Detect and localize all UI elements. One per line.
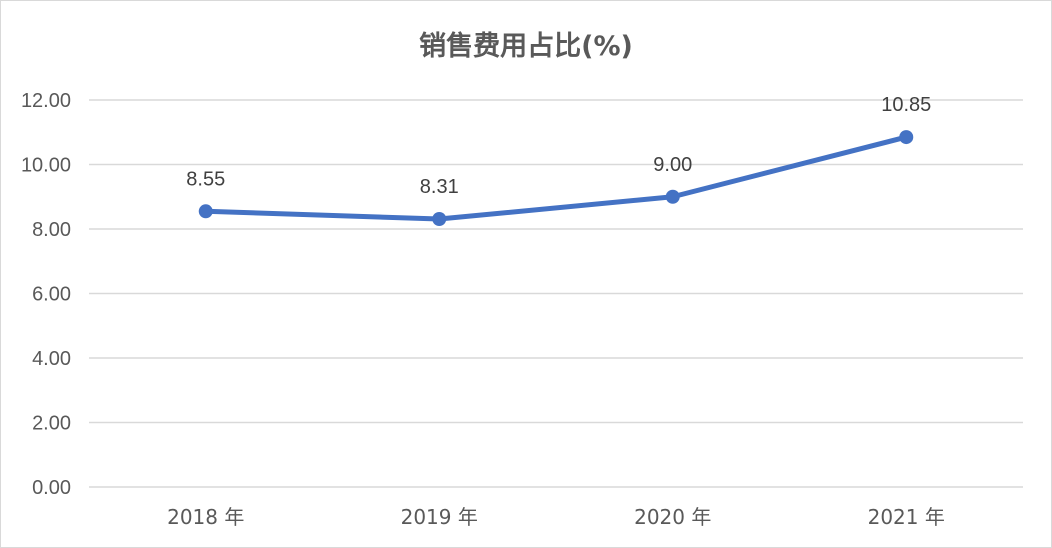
x-category-label: 2019 年 (401, 505, 478, 529)
series-line-group (198, 130, 914, 227)
data-label: 8.31 (420, 176, 459, 198)
gridlines (89, 99, 1023, 488)
data-point (432, 212, 447, 227)
y-tick-label: 12.00 (21, 90, 71, 112)
x-category-label: 2018 年 (167, 505, 244, 529)
y-tick-label: 4.00 (32, 348, 71, 370)
y-axis-ticks: 0.00 2.00 4.00 6.00 8.00 10.00 12.00 (21, 90, 71, 499)
x-category-label: 2021 年 (868, 505, 945, 529)
y-tick-label: 0.00 (32, 477, 71, 499)
y-tick-label: 6.00 (32, 284, 71, 306)
data-point (665, 189, 680, 204)
x-axis-categories: 2018 年 2019 年 2020 年 2021 年 (167, 505, 945, 529)
data-point (899, 130, 914, 145)
y-tick-label: 2.00 (32, 413, 71, 435)
data-labels: 8.55 8.31 9.00 10.85 (186, 94, 931, 198)
data-label: 9.00 (653, 154, 692, 176)
x-category-label: 2020 年 (634, 505, 711, 529)
chart-title: 销售费用占比(%) (419, 30, 633, 62)
y-tick-label: 10.00 (21, 155, 71, 177)
series-line (203, 134, 909, 222)
y-tick-label: 8.00 (32, 219, 71, 241)
data-label: 8.55 (186, 168, 225, 190)
data-point (198, 204, 213, 219)
data-label: 10.85 (881, 94, 931, 116)
